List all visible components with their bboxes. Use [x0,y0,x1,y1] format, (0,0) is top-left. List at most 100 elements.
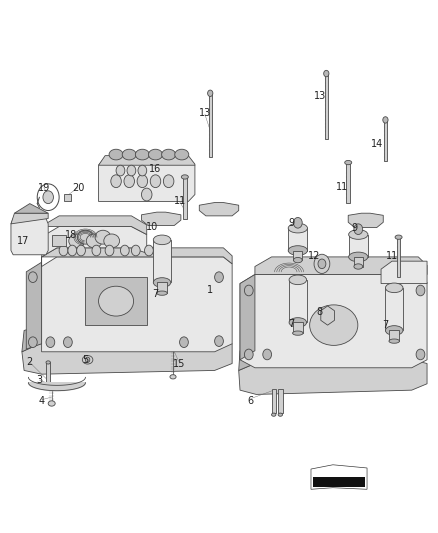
Polygon shape [240,274,427,368]
Text: 16: 16 [149,165,162,174]
Ellipse shape [385,326,403,335]
Text: 5: 5 [82,355,88,365]
Ellipse shape [153,235,171,245]
Ellipse shape [181,175,188,179]
Ellipse shape [289,318,307,327]
Bar [46,362,50,388]
Text: 4: 4 [39,396,45,406]
Bar [278,389,283,413]
Bar [289,280,307,322]
Ellipse shape [148,149,162,160]
Circle shape [416,285,425,296]
Ellipse shape [86,234,102,248]
Circle shape [46,337,55,348]
Polygon shape [99,156,195,165]
Circle shape [105,245,114,256]
Polygon shape [14,204,48,213]
Circle shape [28,337,37,348]
Text: 14: 14 [371,139,384,149]
Text: 13: 13 [199,108,211,118]
Circle shape [85,357,90,362]
Text: 6: 6 [247,396,254,406]
Ellipse shape [122,149,136,160]
Circle shape [131,245,140,256]
Polygon shape [240,274,255,360]
Circle shape [324,70,329,77]
Ellipse shape [354,264,363,269]
Ellipse shape [157,291,167,295]
Bar [183,177,187,219]
Polygon shape [11,213,48,224]
Ellipse shape [349,252,368,262]
Bar [64,194,71,201]
Bar [153,240,171,282]
Polygon shape [26,262,42,349]
Text: 11: 11 [173,197,186,206]
Polygon shape [199,203,239,216]
Ellipse shape [289,275,307,285]
Text: 1: 1 [207,286,213,295]
Circle shape [180,337,188,348]
Ellipse shape [82,356,93,364]
Text: 12: 12 [308,251,321,261]
Circle shape [293,217,302,228]
Text: 17: 17 [17,236,29,246]
Bar [397,237,400,277]
Circle shape [138,165,147,176]
Ellipse shape [153,278,171,287]
Polygon shape [11,219,48,255]
Polygon shape [28,383,85,391]
Polygon shape [141,212,181,225]
Text: 20: 20 [72,183,84,192]
Circle shape [145,245,153,256]
Circle shape [43,191,53,204]
Polygon shape [42,227,147,257]
Ellipse shape [272,413,276,416]
Text: 8: 8 [317,307,323,317]
Circle shape [215,272,223,282]
Circle shape [64,337,72,348]
Polygon shape [239,360,427,394]
Text: 11: 11 [386,251,398,261]
Text: 7: 7 [152,289,159,299]
Ellipse shape [288,223,307,233]
Ellipse shape [175,149,189,160]
Polygon shape [381,261,427,284]
Bar [389,330,399,341]
Bar [157,282,167,293]
Ellipse shape [293,257,302,263]
Circle shape [77,245,85,256]
Circle shape [111,175,121,188]
Circle shape [244,349,253,360]
Circle shape [127,165,136,176]
Ellipse shape [104,234,120,248]
Ellipse shape [288,246,307,255]
Bar [288,228,307,251]
Circle shape [116,165,125,176]
Bar [52,235,66,246]
Circle shape [163,175,174,188]
Circle shape [59,245,68,256]
Bar [272,389,276,413]
Bar [346,163,350,203]
Circle shape [244,285,253,296]
Ellipse shape [99,286,134,316]
Bar [384,120,387,161]
Ellipse shape [385,283,403,293]
Text: 7: 7 [382,320,389,330]
Ellipse shape [349,230,368,239]
Text: 15: 15 [173,359,185,368]
Text: 18: 18 [65,230,77,239]
Ellipse shape [46,361,50,364]
Bar [293,322,303,333]
Ellipse shape [170,375,176,379]
Ellipse shape [78,230,93,244]
Circle shape [318,259,326,269]
Circle shape [124,175,134,188]
Circle shape [383,117,388,123]
Text: 10: 10 [146,222,158,231]
Polygon shape [22,340,232,374]
Polygon shape [255,257,427,274]
Circle shape [416,349,425,360]
Ellipse shape [389,339,399,343]
